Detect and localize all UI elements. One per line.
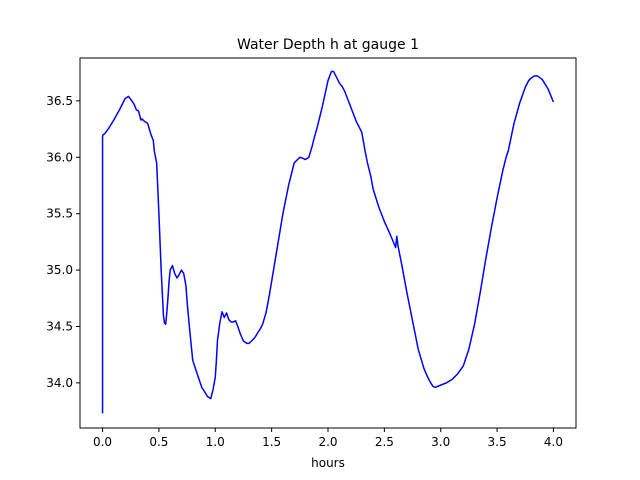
x-tick-label: 1.5	[262, 435, 281, 449]
x-tick-label: 3.5	[488, 435, 507, 449]
x-tick-label: 4.0	[544, 435, 563, 449]
axis-ticks: 0.0 0.5 1.0 1.5 2.0 2.5 3.0 3.5 4.0 34.0 34.5 35.0 3…	[46, 94, 563, 449]
y-tick-label: 34.0	[46, 376, 73, 390]
x-tick-label: 2.0	[318, 435, 337, 449]
axes-frame	[79, 57, 577, 429]
x-tick-label: 3.0	[431, 435, 450, 449]
chart-title: Water Depth h at gauge 1	[237, 37, 419, 53]
y-tick-label: 34.5	[46, 319, 73, 333]
y-tick-label: 36.0	[46, 150, 73, 164]
plot-area	[101, 70, 555, 414]
y-tick-label: 36.5	[46, 94, 73, 108]
y-tick-label: 35.0	[46, 263, 73, 277]
x-tick-label: 2.5	[375, 435, 394, 449]
x-axis-label: hours	[311, 456, 345, 470]
y-tick-label: 35.5	[46, 207, 73, 221]
series-line	[101, 70, 555, 414]
x-tick-label: 0.5	[149, 435, 168, 449]
x-tick-label: 1.0	[206, 435, 225, 449]
x-tick-label: 0.0	[93, 435, 112, 449]
